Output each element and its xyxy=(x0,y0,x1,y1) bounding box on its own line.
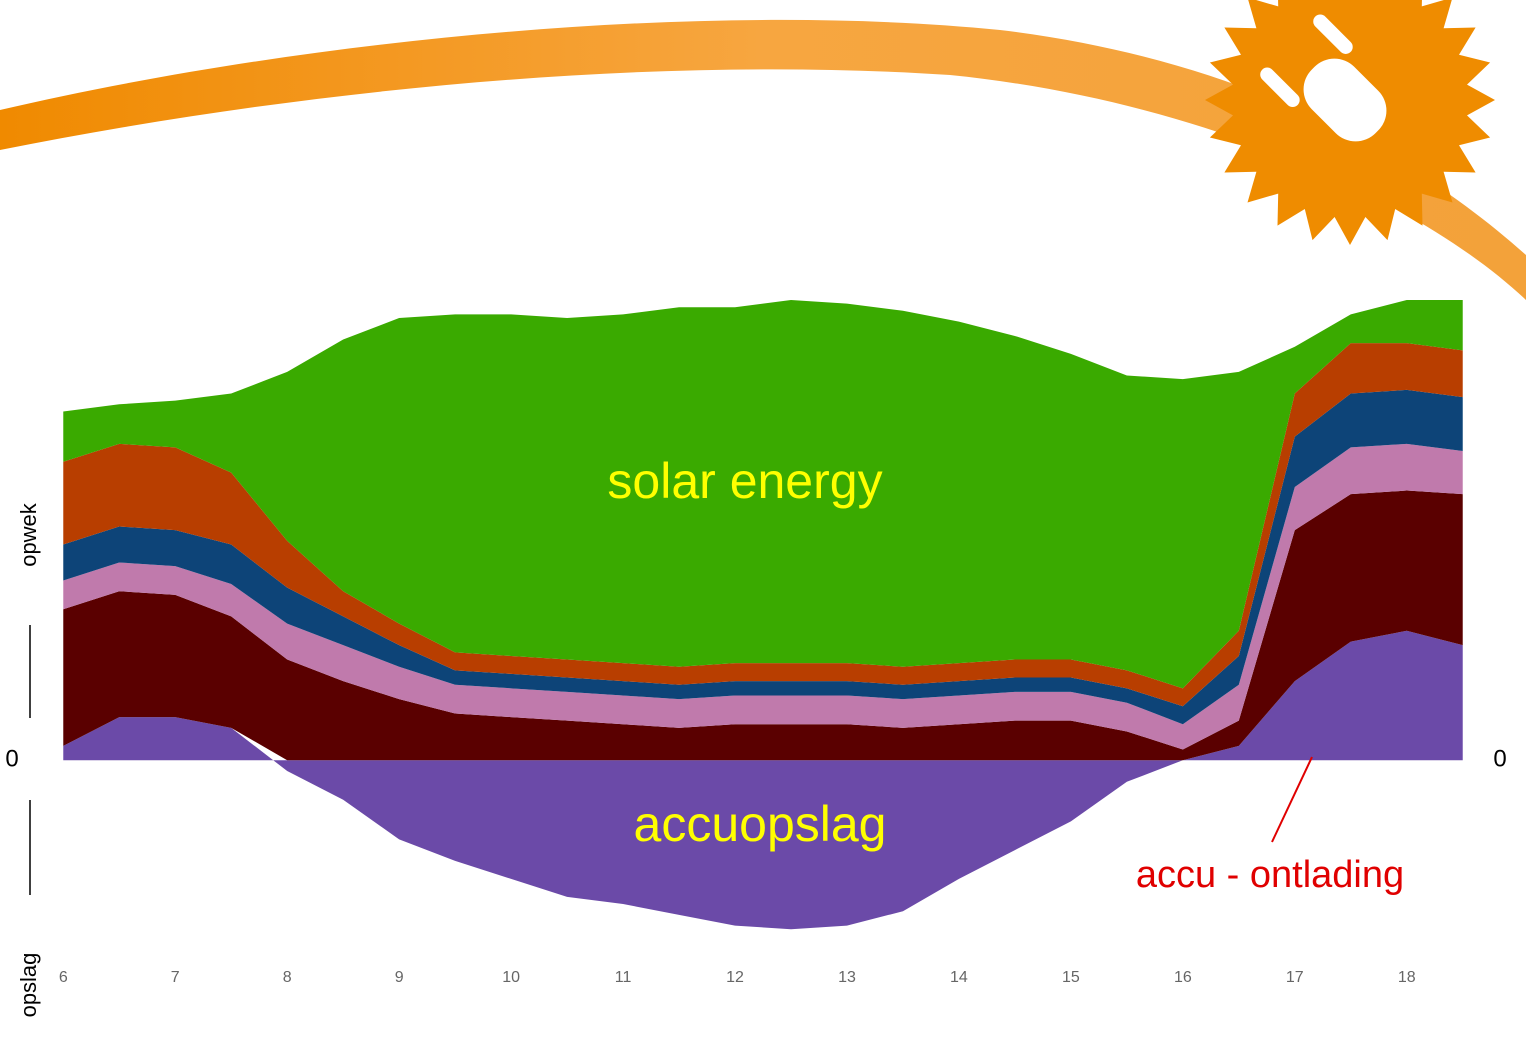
y-tick-label: 0 xyxy=(5,746,18,773)
x-tick-label: 8 xyxy=(283,969,292,986)
x-tick-label: 14 xyxy=(950,969,968,986)
x-tick-label: 17 xyxy=(1286,969,1304,986)
annotation-pointer xyxy=(1272,757,1312,842)
annotation: accu - ontlading xyxy=(1136,854,1404,896)
x-tick-label: 10 xyxy=(502,969,520,986)
x-tick-label: 11 xyxy=(615,969,632,986)
x-tick-label: 15 xyxy=(1062,969,1080,986)
annotation: solar energy xyxy=(607,453,882,509)
y-label-bottom: opslag xyxy=(16,953,41,1018)
y-tick-label: 0 xyxy=(1493,746,1506,773)
y-label-top: opwek xyxy=(16,502,41,567)
x-tick-label: 12 xyxy=(726,969,744,986)
page: opwek opslag solar energy accuopslag acc… xyxy=(0,0,1526,1037)
x-tick-label: 18 xyxy=(1398,969,1416,986)
annotation: accuopslag xyxy=(634,796,887,852)
x-tick-label: 6 xyxy=(59,969,68,986)
chart: opwek opslag solar energy accuopslag acc… xyxy=(0,0,1526,1037)
x-tick-label: 9 xyxy=(395,969,404,986)
x-tick-label: 7 xyxy=(171,969,180,986)
x-tick-label: 13 xyxy=(838,969,856,986)
x-tick-label: 16 xyxy=(1174,969,1192,986)
